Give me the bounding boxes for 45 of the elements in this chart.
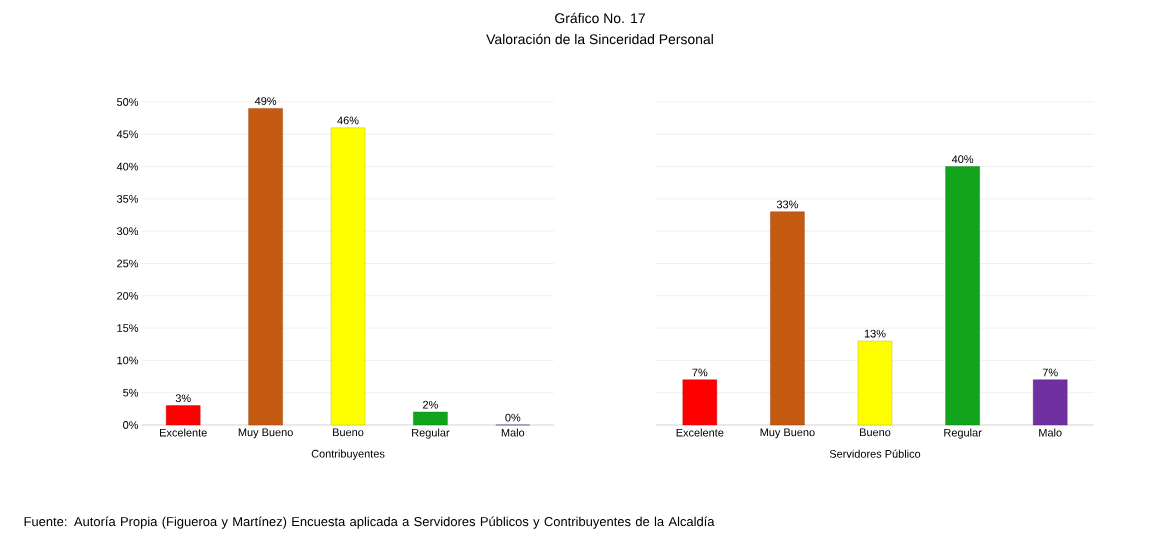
y-tick-label: 15% [117,324,139,332]
bar [1033,379,1068,426]
y-tick-label: 20% [117,291,139,300]
bar [330,127,366,426]
bar [770,211,805,426]
y-tick-label: 0% [123,421,139,429]
bar [248,108,283,426]
x-tick-label: Muy Bueno [760,428,815,439]
bar [413,411,448,426]
x-axis-title: Servidores Público [829,449,921,458]
source-note: Fuente: Autoría Propia (Figueroa y Martínez) Encuesta aplicada a Servidores Públicos y Contribuyentes de la Alcaldía [24,516,715,529]
data-label: 46% [337,116,359,125]
data-label: 3% [175,394,191,403]
data-label: 7% [692,368,708,377]
data-label: 2% [423,400,438,409]
x-tick-label: Regular [412,428,450,439]
data-label: 7% [1042,368,1058,377]
data-label: 13% [864,329,886,338]
x-tick-label: Bueno [860,428,891,437]
y-tick-label: 10% [117,356,139,365]
text: Valoración de la Sinceridad Personal [486,33,713,45]
y-tick-label: 40% [116,162,139,171]
x-tick-label: Malo [1039,428,1062,437]
x-tick-label: Muy Bueno [238,428,293,439]
y-tick-label: 25% [117,259,139,268]
y-tick-label: 35% [116,195,139,203]
x-tick-label: Regular [944,428,982,439]
x-tick-label: Bueno [333,428,364,437]
x-tick-label: Malo [501,428,525,437]
x-tick-label: Excelente [160,428,207,437]
data-label: 49% [254,97,277,105]
bar [682,379,718,426]
bar [945,166,980,426]
x-tick-label: Excelente [676,428,724,437]
data-label: 40% [951,155,974,164]
y-tick-label: 30% [116,227,139,236]
bar [857,340,893,426]
data-label: 0% [505,413,521,422]
text: Gráfico No. 17 [555,12,645,24]
bar [166,405,201,426]
data-label: 33% [776,200,798,209]
y-tick-label: 50% [116,98,139,106]
x-axis-title: Contribuyentes [311,449,385,460]
y-tick-label: 45% [116,130,139,139]
y-tick-label: 5% [123,388,139,397]
